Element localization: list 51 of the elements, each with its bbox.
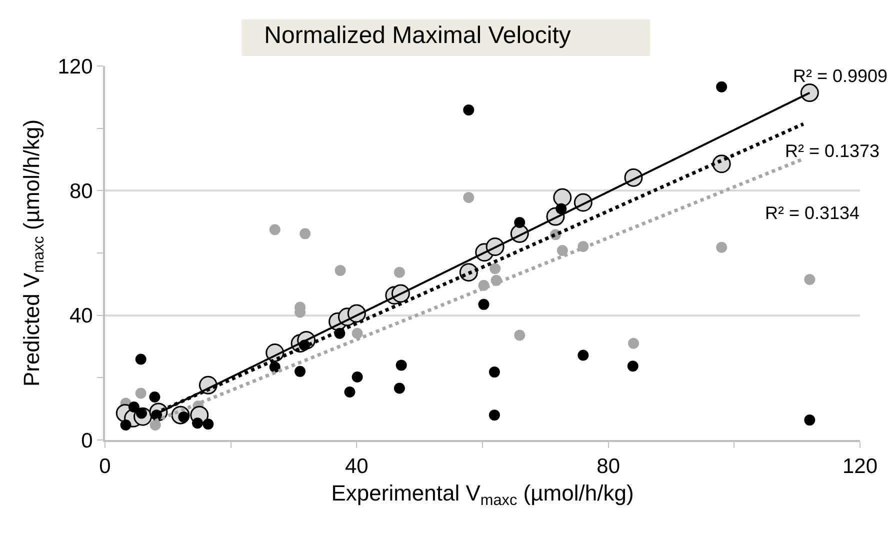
point bbox=[463, 192, 474, 204]
point bbox=[135, 354, 146, 365]
x-tick-label: 120 bbox=[842, 455, 878, 478]
point bbox=[269, 362, 280, 373]
point bbox=[344, 386, 356, 398]
point bbox=[202, 418, 214, 430]
point bbox=[269, 224, 280, 236]
point bbox=[352, 372, 363, 383]
point bbox=[150, 420, 161, 431]
chart-title: Normalized Maximal Velocity bbox=[264, 22, 571, 50]
point bbox=[556, 203, 567, 214]
point bbox=[128, 401, 140, 412]
y-tick-label: 40 bbox=[69, 304, 93, 328]
point bbox=[488, 366, 500, 378]
x-axis-title: Experimental V$_{maxc}$ (µmol/h/kg) bbox=[331, 480, 634, 510]
point bbox=[120, 420, 132, 431]
point bbox=[149, 391, 160, 402]
point bbox=[394, 382, 405, 394]
y-tick-label: 120 bbox=[58, 55, 93, 78]
point bbox=[488, 410, 500, 421]
point bbox=[294, 366, 306, 377]
x-tick-label: 0 bbox=[99, 455, 111, 478]
point bbox=[514, 330, 526, 341]
point bbox=[478, 298, 490, 310]
annotation: R² = 0.3134 bbox=[765, 203, 860, 223]
x-tick-label: 40 bbox=[344, 455, 368, 478]
point bbox=[490, 263, 501, 274]
point bbox=[716, 242, 728, 253]
point bbox=[396, 360, 407, 371]
annotation: R² = 0.1373 bbox=[785, 141, 880, 161]
point bbox=[556, 245, 568, 256]
annotation: R² = 0.9909 bbox=[793, 66, 888, 86]
point bbox=[578, 350, 589, 361]
point bbox=[804, 414, 816, 426]
point bbox=[553, 188, 572, 207]
x-tick-label: 80 bbox=[596, 455, 620, 478]
y-tick-label: 80 bbox=[69, 180, 93, 204]
point bbox=[627, 360, 638, 372]
point bbox=[334, 264, 346, 276]
point bbox=[800, 84, 819, 102]
point bbox=[135, 388, 146, 399]
point bbox=[192, 418, 203, 429]
point bbox=[463, 104, 474, 116]
point bbox=[394, 266, 405, 278]
point bbox=[514, 216, 526, 228]
point bbox=[628, 338, 639, 349]
point bbox=[804, 274, 816, 285]
y-tick-label: 0 bbox=[81, 429, 93, 452]
point bbox=[352, 328, 363, 339]
point bbox=[716, 81, 728, 92]
point bbox=[300, 228, 311, 240]
